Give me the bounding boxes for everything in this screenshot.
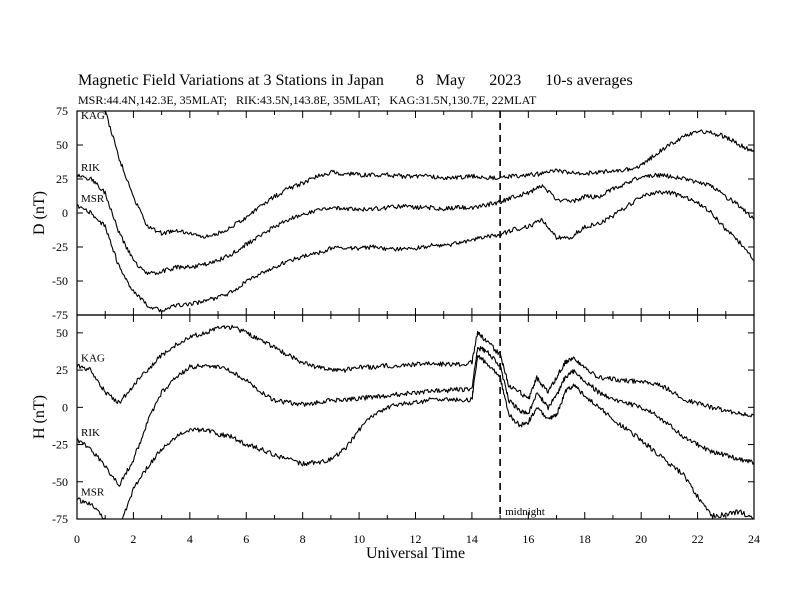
series-label-d-rik: RIK: [81, 162, 100, 174]
series-line-h-kag: [76, 324, 755, 418]
y-tick-label: 75: [56, 104, 68, 118]
x-tick-label: 20: [635, 532, 647, 546]
series-lines: [76, 110, 755, 520]
axis-labels: -75 -50 -25 0 25 50 75 D (nT) KAG RIK MSR -75 -50 -25…: [31, 104, 760, 562]
panel-frame-h: [76, 314, 755, 520]
y-axis-label-h: H (nT): [31, 395, 48, 439]
series-line-d-kag: [77, 110, 755, 239]
y-tick-label: 50: [56, 138, 68, 152]
x-tick-label: 12: [410, 532, 422, 546]
series-line-d-msr: [76, 190, 755, 313]
y-tick-label: -50: [52, 274, 68, 288]
axis-ticks: [76, 110, 755, 520]
y-tick-label: -75: [52, 308, 68, 322]
y-tick-label: -50: [52, 475, 68, 489]
x-tick-label: 24: [748, 532, 760, 546]
x-tick-label: 6: [243, 532, 249, 546]
series-line-h-msr: [76, 354, 755, 520]
y-tick-label: 50: [56, 326, 68, 340]
x-tick-label: 8: [300, 532, 306, 546]
x-tick-label: 14: [466, 532, 478, 546]
x-tick-label: 0: [74, 532, 80, 546]
panel-frame-d: [76, 110, 755, 316]
x-axis-label: Universal Time: [366, 545, 465, 562]
series-label-d-msr: MSR: [81, 193, 105, 205]
y-tick-label: 25: [56, 363, 68, 377]
x-tick-label: 2: [130, 532, 136, 546]
x-tick-label: 16: [522, 532, 534, 546]
series-label-h-rik: RIK: [81, 427, 100, 439]
y-tick-label: 25: [56, 172, 68, 186]
midnight-label: midnight: [505, 506, 545, 518]
series-label-h-msr: MSR: [81, 487, 105, 499]
y-tick-label: 0: [62, 400, 68, 414]
y-tick-label: -75: [52, 512, 68, 526]
station-info-subtitle: MSR:44.4N,142.3E, 35MLAT; RIK:43.5N,143.…: [78, 93, 537, 107]
series-line-d-rik: [76, 172, 755, 276]
x-tick-label: 4: [187, 532, 193, 546]
chart-title: Magnetic Field Variations at 3 Stations …: [78, 72, 633, 89]
y-tick-label: -25: [52, 438, 68, 452]
series-label-h-kag: KAG: [81, 353, 105, 365]
x-tick-label: 18: [579, 532, 591, 546]
y-tick-label: -25: [52, 240, 68, 254]
y-tick-label: 0: [62, 206, 68, 220]
series-label-d-kag: KAG: [81, 110, 105, 122]
series-line-h-rik: [76, 345, 755, 487]
x-tick-label: 22: [692, 532, 704, 546]
x-tick-label: 10: [353, 532, 365, 546]
y-axis-label-d: D (nT): [31, 191, 48, 235]
